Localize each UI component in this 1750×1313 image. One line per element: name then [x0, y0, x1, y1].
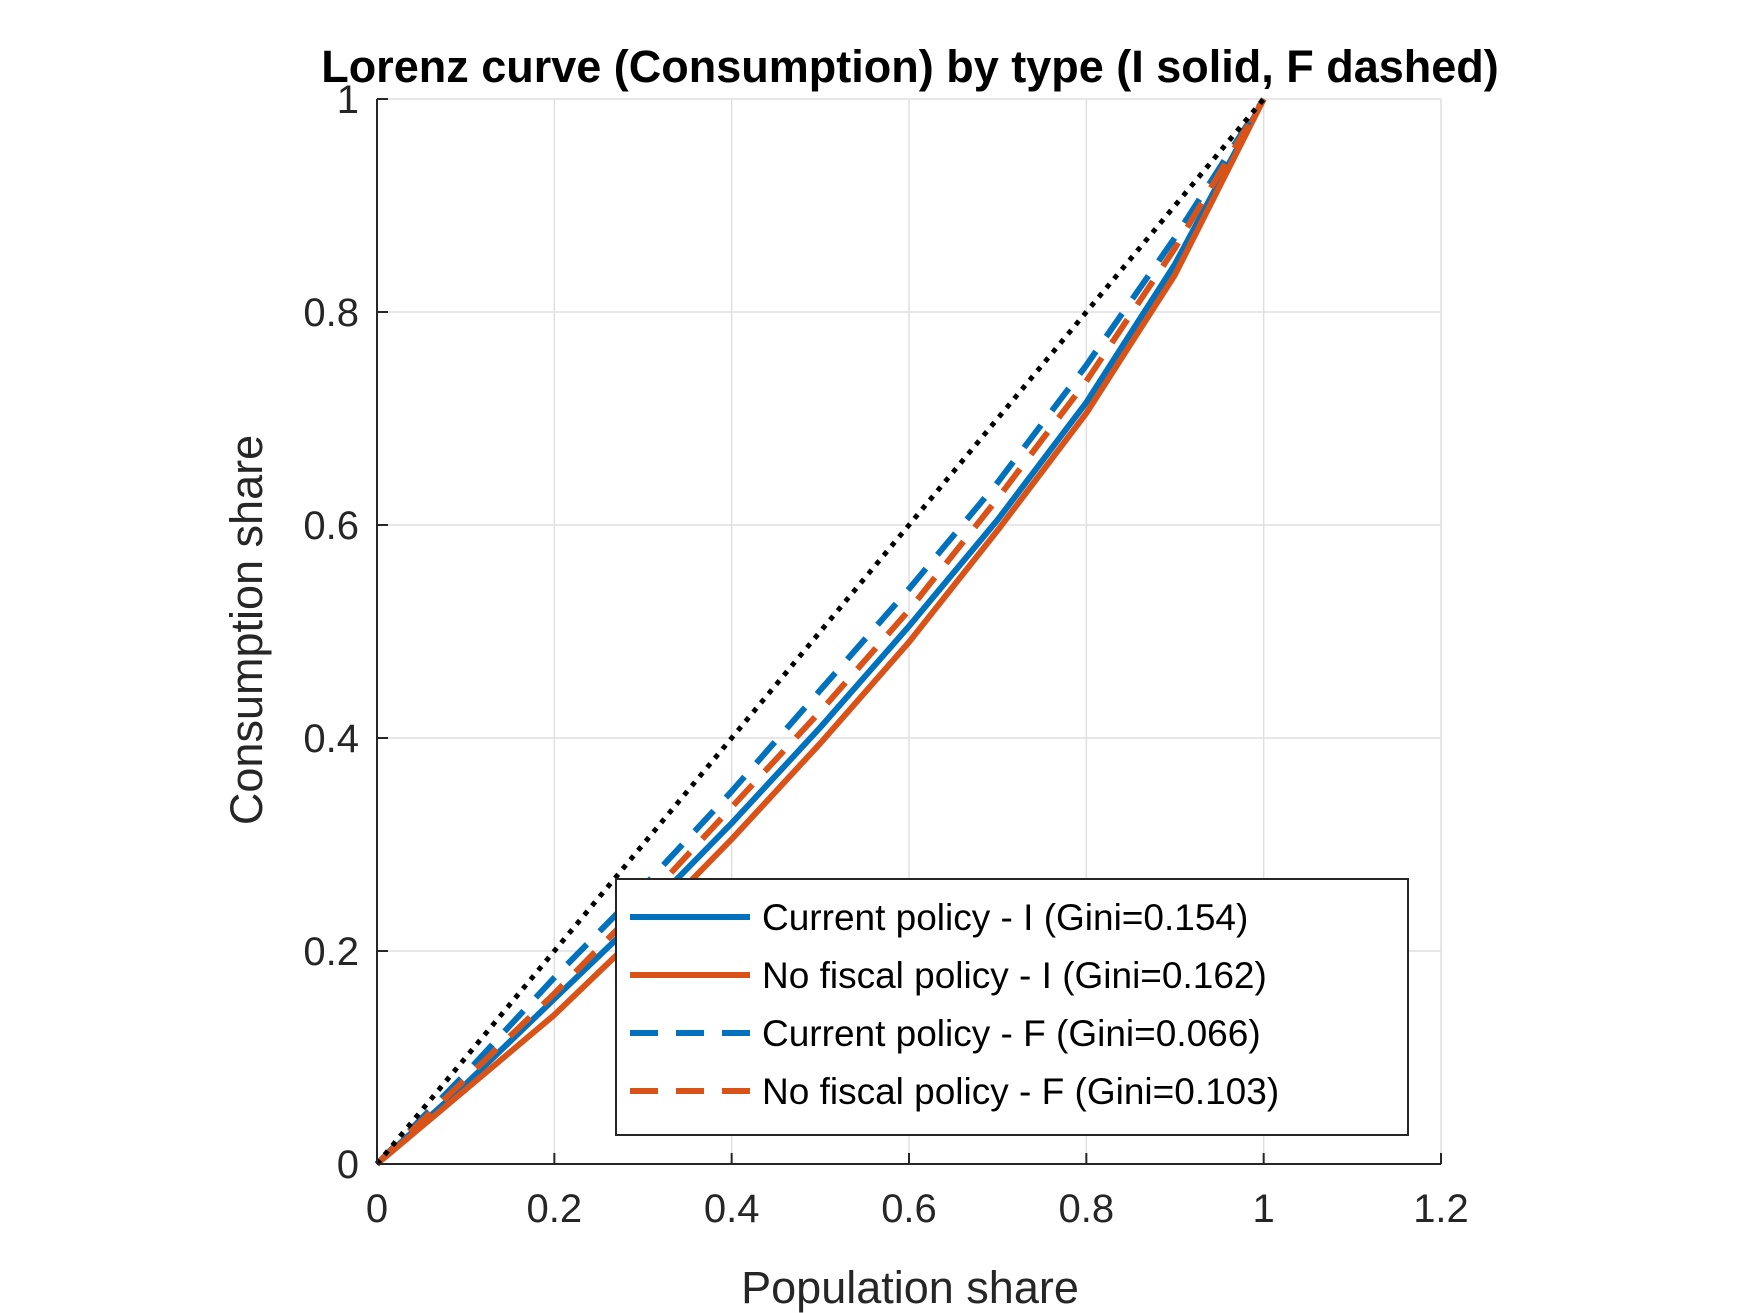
legend: Current policy - I (Gini=0.154) No fiscal… [615, 878, 1409, 1136]
legend-label: Current policy - I (Gini=0.154) [762, 897, 1248, 938]
x-axis-label: Population share [741, 1262, 1079, 1313]
tick-labels: 0 0.2 0.4 0.6 0.8 1 1.2 0 0.2 0.4 0.6 0.8 1 [303, 78, 1468, 1231]
y-tick-label: 0.8 [303, 291, 359, 335]
x-tick-label: 0.2 [527, 1187, 583, 1231]
series-line [374, 97, 1267, 1167]
axes [376, 98, 1442, 1165]
series-line [375, 97, 1267, 1167]
x-tick-label: 0.4 [704, 1187, 760, 1231]
legend-label: Current policy - F (Gini=0.066) [762, 1013, 1261, 1054]
y-tick-label: 0.2 [303, 930, 359, 974]
x-tick-label: 0 [366, 1187, 388, 1231]
x-tick-label: 0.6 [881, 1187, 937, 1231]
y-tick-label: 0.4 [303, 717, 359, 761]
y-axis-label: Consumption share [221, 435, 272, 825]
x-tick-label: 0.8 [1059, 1187, 1115, 1231]
x-tick-label: 1 [1253, 1187, 1275, 1231]
series-lines [374, 97, 1267, 1167]
x-tick-label: 1.2 [1413, 1187, 1469, 1231]
legend-label: No fiscal policy - I (Gini=0.162) [762, 955, 1267, 996]
equality-line [375, 97, 1266, 1166]
series-line [374, 97, 1267, 1167]
chart-title: Lorenz curve (Consumption) by type (I so… [321, 41, 1499, 92]
series-line [374, 97, 1267, 1167]
y-tick-label: 0 [337, 1143, 359, 1187]
legend-label: No fiscal policy - F (Gini=0.103) [762, 1071, 1279, 1112]
y-tick-label: 1 [337, 78, 359, 122]
y-tick-label: 0.6 [303, 504, 359, 548]
